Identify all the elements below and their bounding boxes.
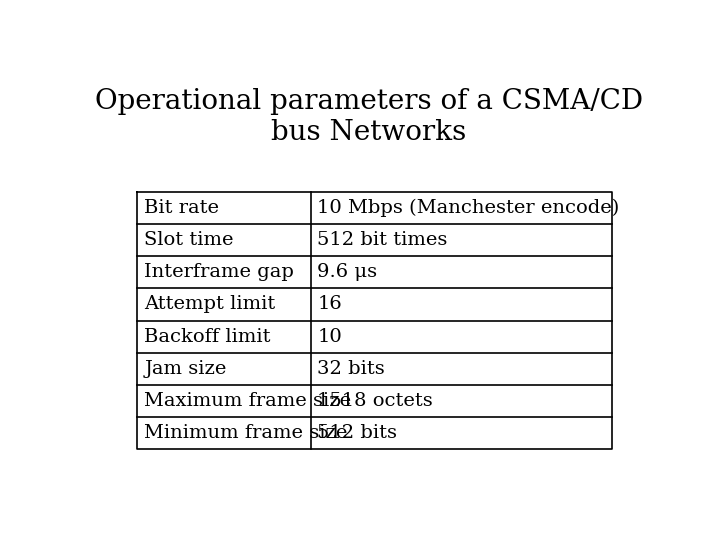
Text: Minimum frame size: Minimum frame size	[144, 424, 348, 442]
Text: 512 bits: 512 bits	[318, 424, 397, 442]
Text: Interframe gap: Interframe gap	[144, 263, 294, 281]
Text: 9.6 μs: 9.6 μs	[318, 263, 377, 281]
Text: 1518 octets: 1518 octets	[318, 392, 433, 410]
Text: Bit rate: Bit rate	[144, 199, 219, 217]
Text: 32 bits: 32 bits	[318, 360, 385, 378]
Text: 16: 16	[318, 295, 342, 313]
Text: Attempt limit: Attempt limit	[144, 295, 275, 313]
Text: Slot time: Slot time	[144, 231, 233, 249]
Text: Backoff limit: Backoff limit	[144, 328, 271, 346]
Text: 10 Mbps (Manchester encode): 10 Mbps (Manchester encode)	[318, 199, 619, 217]
Text: Maximum frame size: Maximum frame size	[144, 392, 351, 410]
Text: 10: 10	[318, 328, 342, 346]
Text: Operational parameters of a CSMA/CD
bus Networks: Operational parameters of a CSMA/CD bus …	[95, 87, 643, 146]
Text: 512 bit times: 512 bit times	[318, 231, 448, 249]
Text: Jam size: Jam size	[144, 360, 227, 378]
